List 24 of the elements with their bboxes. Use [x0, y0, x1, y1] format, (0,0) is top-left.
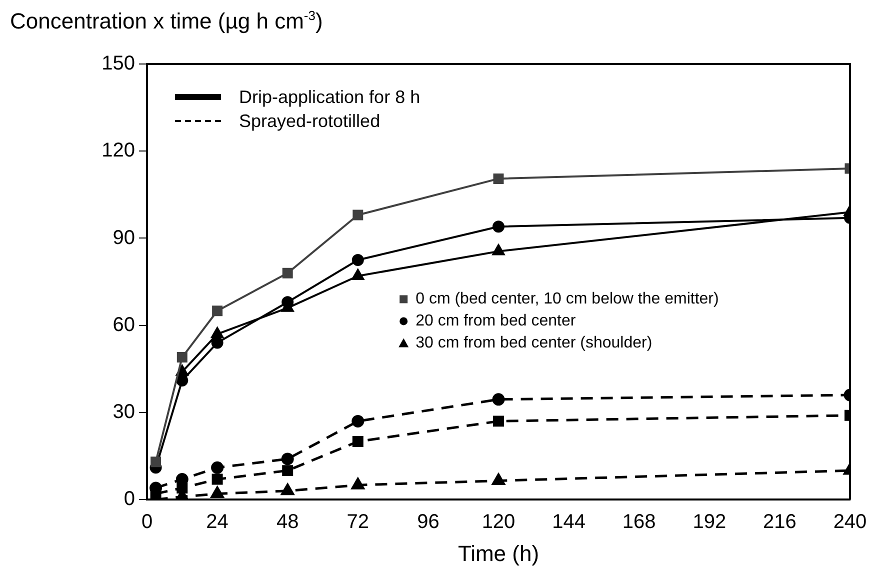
legend-label: 20 cm from bed center — [416, 312, 576, 330]
y-tick-label: 90 — [112, 226, 135, 249]
x-tick-label: 168 — [622, 511, 656, 534]
x-tick-label: 72 — [346, 511, 370, 534]
y-tick-label: 150 — [102, 52, 135, 75]
x-tick-label: 24 — [206, 511, 228, 534]
y-axis-title: Concentration x time (µg h cm$^{-3}$) — [10, 8, 323, 34]
x-tick-label: 216 — [763, 511, 796, 534]
x-tick-label: 120 — [482, 511, 516, 534]
x-tick-label: 144 — [552, 511, 586, 534]
x-tick-label: 96 — [417, 511, 440, 534]
x-tick-label: 48 — [276, 511, 299, 534]
x-tick-label: 192 — [692, 511, 726, 534]
x-tick-label: 0 — [141, 511, 153, 534]
x-tick-label: 240 — [833, 511, 867, 534]
annotation: Sprayed-rototilled — [239, 110, 380, 132]
legend-label: 0 cm (bed center, 10 cm below the emitter) — [416, 290, 719, 308]
annotation: Drip-application for 8 h — [239, 86, 420, 108]
x-axis-title: Time (h) — [458, 540, 540, 566]
legend-label: 30 cm from bed center (shoulder) — [416, 334, 652, 352]
y-tick-label: 0 — [124, 488, 135, 510]
y-tick-label: 30 — [112, 400, 135, 423]
y-tick-label: 60 — [112, 314, 135, 336]
y-tick-label: 120 — [102, 140, 135, 162]
